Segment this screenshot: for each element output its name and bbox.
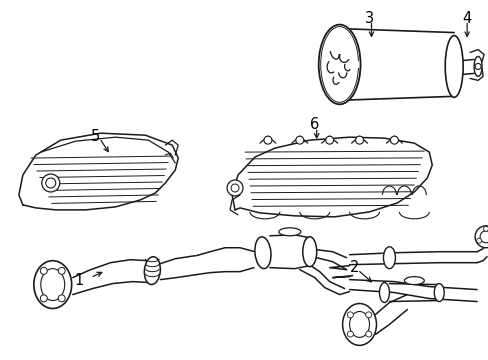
Polygon shape xyxy=(232,137,431,217)
Text: 5: 5 xyxy=(91,129,100,144)
Text: 3: 3 xyxy=(364,11,373,26)
Circle shape xyxy=(346,331,353,337)
Ellipse shape xyxy=(444,36,462,97)
Circle shape xyxy=(476,238,481,243)
Circle shape xyxy=(226,180,243,196)
Circle shape xyxy=(325,136,333,144)
Circle shape xyxy=(346,312,353,318)
Circle shape xyxy=(483,226,488,231)
Ellipse shape xyxy=(383,247,395,269)
Circle shape xyxy=(355,136,363,144)
Ellipse shape xyxy=(278,228,300,236)
Ellipse shape xyxy=(404,276,424,285)
Text: 4: 4 xyxy=(462,11,471,26)
Polygon shape xyxy=(19,133,178,210)
Circle shape xyxy=(40,295,47,302)
Ellipse shape xyxy=(473,57,481,76)
Ellipse shape xyxy=(433,284,443,302)
Circle shape xyxy=(40,267,47,274)
Ellipse shape xyxy=(254,237,270,269)
Circle shape xyxy=(58,295,65,302)
Ellipse shape xyxy=(342,303,376,345)
Ellipse shape xyxy=(379,283,388,302)
Text: 1: 1 xyxy=(74,273,83,288)
Text: 6: 6 xyxy=(309,117,319,132)
Circle shape xyxy=(365,331,371,337)
Ellipse shape xyxy=(302,237,316,267)
Circle shape xyxy=(389,136,398,144)
Circle shape xyxy=(365,312,371,318)
Circle shape xyxy=(295,136,303,144)
Circle shape xyxy=(264,136,271,144)
Ellipse shape xyxy=(144,257,160,284)
Ellipse shape xyxy=(318,24,360,104)
Ellipse shape xyxy=(34,261,72,309)
Circle shape xyxy=(474,226,488,248)
Text: 2: 2 xyxy=(349,260,359,275)
Circle shape xyxy=(58,267,65,274)
Circle shape xyxy=(41,174,60,192)
